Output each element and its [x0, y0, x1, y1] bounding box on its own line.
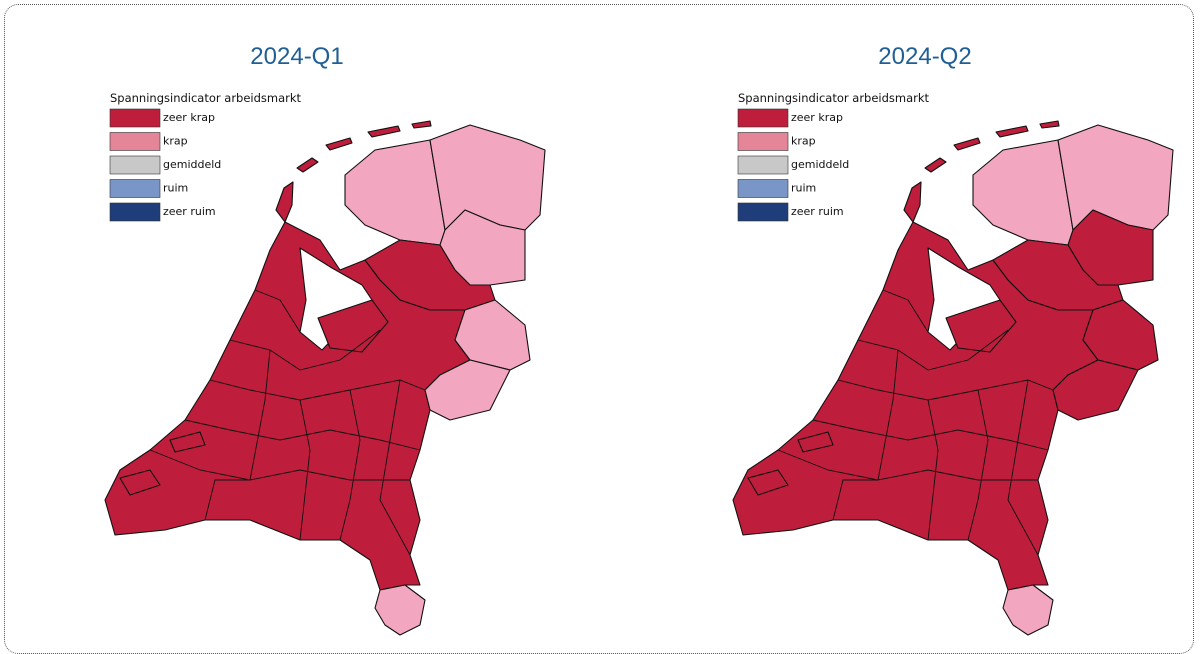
island — [275, 181, 294, 223]
achterhoek — [1052, 359, 1139, 421]
legend-label: ruim — [163, 182, 188, 195]
legend-swatch — [737, 155, 789, 175]
legend-label: ruim — [791, 182, 816, 195]
map-panel: 2024-Q1 Spanningsindicator arbeidsmarkt ze… — [104, 43, 546, 636]
region-border — [184, 419, 421, 451]
island — [924, 157, 947, 173]
island — [325, 137, 353, 151]
legend-swatch — [737, 132, 789, 151]
region-border — [927, 399, 939, 541]
legend-swatch — [109, 179, 161, 198]
island — [995, 125, 1029, 138]
overijssel-west — [364, 239, 496, 311]
region-border — [1007, 379, 1039, 556]
netherlands-map — [732, 120, 1174, 636]
region-border — [777, 449, 1038, 481]
legend-title: Spanningsindicator arbeidsmarkt — [738, 91, 930, 105]
region-border — [229, 329, 381, 371]
region-border — [209, 379, 426, 401]
region-border — [877, 349, 899, 481]
island — [411, 120, 432, 129]
achterhoek — [424, 359, 511, 421]
legend-swatch — [109, 108, 161, 128]
legend-swatch — [737, 179, 789, 198]
region-border — [812, 419, 1049, 451]
legend-swatch — [109, 202, 161, 222]
region-border — [339, 389, 361, 541]
friesland — [344, 139, 446, 246]
flevoland — [317, 299, 389, 353]
region-border — [857, 329, 1009, 371]
legend-label: krap — [791, 135, 816, 148]
map-title: 2024-Q2 — [878, 43, 971, 70]
region-border — [882, 289, 929, 333]
map-title: 2024-Q1 — [250, 43, 343, 70]
legend-label: zeer ruim — [791, 205, 844, 218]
region-border — [254, 289, 301, 333]
island — [367, 125, 401, 138]
legend-label: zeer krap — [791, 111, 843, 124]
twente — [454, 299, 531, 371]
map-panel: 2024-Q2 Spanningsindicator arbeidsmarkt ze… — [732, 43, 1174, 636]
south-limburg — [1002, 584, 1054, 636]
region-border — [204, 479, 250, 521]
legend-label: gemiddeld — [163, 158, 221, 171]
region-border — [149, 449, 410, 481]
legend-label: gemiddeld — [791, 158, 849, 171]
groningen — [429, 124, 546, 231]
region-border — [837, 379, 1054, 401]
island — [296, 157, 319, 173]
island — [747, 469, 789, 496]
legend-label: zeer ruim — [163, 205, 216, 218]
island — [953, 137, 981, 151]
groningen — [1057, 124, 1174, 231]
legend-label: zeer krap — [163, 111, 215, 124]
legend-label: krap — [163, 135, 188, 148]
legend-swatch — [737, 202, 789, 222]
twente — [1082, 299, 1159, 371]
legend-title: Spanningsindicator arbeidsmarkt — [110, 91, 302, 105]
overijssel-west — [992, 239, 1124, 311]
region-border — [249, 349, 271, 481]
island — [797, 431, 834, 453]
south-limburg — [374, 584, 426, 636]
legend-swatch — [737, 108, 789, 128]
region-border — [299, 399, 311, 541]
island — [169, 431, 206, 453]
legend-swatch — [109, 132, 161, 151]
flevoland — [945, 299, 1017, 353]
legend-swatch — [109, 155, 161, 175]
netherlands-map — [104, 120, 546, 636]
island — [1039, 120, 1060, 129]
island — [903, 181, 922, 223]
friesland — [972, 139, 1074, 246]
region-border — [379, 379, 411, 556]
region-border — [832, 479, 878, 521]
island — [119, 469, 161, 496]
region-border — [967, 389, 989, 541]
